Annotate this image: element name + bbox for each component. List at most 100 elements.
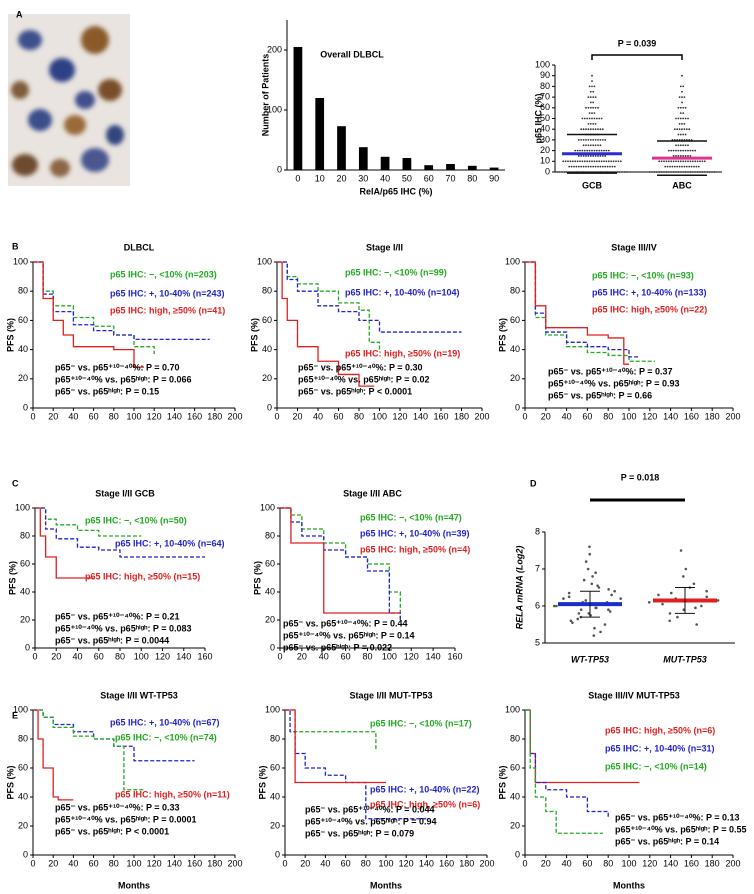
dot <box>601 155 604 157</box>
legend-entry: p65 IHC: high, ≥50% (n=4) <box>360 544 470 554</box>
dot <box>694 160 697 163</box>
dot <box>684 171 687 173</box>
survival-curve <box>35 507 205 558</box>
dot-row <box>587 122 597 125</box>
x-tick-label: 40 <box>319 651 329 661</box>
x-tick-label: 40 <box>320 858 330 868</box>
survival-curve <box>525 261 655 362</box>
x-axis-label: Months <box>613 880 645 890</box>
x-tick-label: 90 <box>489 173 499 183</box>
x-tick-label: 160 <box>197 651 212 661</box>
x-tick-label: 200 <box>725 858 740 868</box>
dot <box>588 85 591 88</box>
dot <box>691 160 694 163</box>
x-tick-label: 200 <box>227 858 242 868</box>
dot <box>588 117 591 120</box>
dot <box>589 139 592 141</box>
dot <box>673 128 676 131</box>
dot <box>589 165 592 168</box>
y-tick-label: 80 <box>510 286 520 296</box>
dot <box>586 117 589 120</box>
dot <box>615 160 617 163</box>
dot <box>581 117 584 120</box>
dot-row <box>562 160 622 163</box>
dot <box>593 117 596 120</box>
annotation: p65⁻ vs. p65ʰⁱᵍʰ: P < 0.0001 <box>298 385 412 396</box>
dot <box>687 171 689 173</box>
y-tick-label: 40 <box>510 791 520 801</box>
y-tick-label: 40 <box>540 124 550 134</box>
dot <box>618 171 621 173</box>
dot <box>682 149 685 152</box>
dot <box>592 144 595 147</box>
annotation: p65⁻ vs. p65ʰⁱᵍʰ: P = 0.15 <box>55 385 159 396</box>
annotation: p65⁻ vs. p65ʰⁱᵍʰ: P = 0.66 <box>548 389 652 400</box>
dot-row <box>587 96 597 98</box>
dot <box>679 171 682 173</box>
dot <box>594 128 597 131</box>
dot <box>675 171 677 173</box>
dot <box>591 74 593 77</box>
x-tick-label: 60 <box>424 173 434 183</box>
dot <box>592 106 595 109</box>
bar <box>293 47 303 170</box>
x-tick-label: 160 <box>684 411 699 421</box>
x-tick-label: 60 <box>333 411 343 421</box>
y-tick-label: 40 <box>265 586 275 596</box>
y-tick-label: 0 <box>277 164 282 174</box>
dot <box>684 160 687 163</box>
dot <box>593 626 596 630</box>
dot <box>597 165 599 168</box>
dot-row <box>677 106 687 109</box>
dot <box>589 106 592 109</box>
y-tick-label: 60 <box>510 762 520 772</box>
survival-curve <box>525 709 603 834</box>
dot <box>697 165 700 168</box>
x-tick-label: 60 <box>582 858 592 868</box>
dot <box>689 149 692 152</box>
dot <box>592 96 595 98</box>
dot <box>682 608 686 611</box>
y-tick-label: 80 <box>20 530 30 540</box>
panel-label: E <box>12 710 18 720</box>
x-tick-label: 160 <box>187 411 202 421</box>
y-axis-label: PFS (%) <box>7 561 17 595</box>
y-tick-label: 8 <box>535 526 540 536</box>
dot <box>576 149 579 152</box>
dot <box>675 149 677 152</box>
annotation: p65⁺¹⁰⁻⁴⁰% vs. p65ʰⁱᵍʰ: P = 0.083 <box>55 622 192 633</box>
dot <box>598 117 601 120</box>
x-tick-label: 180 <box>459 858 474 868</box>
dot <box>690 165 693 168</box>
dot-row <box>679 112 685 115</box>
dot <box>589 96 592 98</box>
y-axis-label: PFS (%) <box>5 318 15 352</box>
dot-row <box>658 160 706 163</box>
x-tick-label: 60 <box>89 858 99 868</box>
dot <box>599 155 602 157</box>
dot <box>607 608 610 611</box>
dot <box>561 171 563 173</box>
dot <box>592 90 595 93</box>
dot <box>653 171 656 173</box>
x-tick-label: 80 <box>354 411 364 421</box>
dot <box>703 160 706 163</box>
dot <box>585 139 587 141</box>
dot-row <box>664 165 700 168</box>
dot <box>706 171 709 173</box>
dot <box>585 144 587 147</box>
dot <box>577 139 580 141</box>
y-tick-label: 0 <box>23 402 28 412</box>
dot <box>678 165 681 168</box>
dot <box>677 144 680 147</box>
dot <box>685 128 688 131</box>
y-tick-label: 80 <box>18 286 28 296</box>
dot <box>693 165 695 168</box>
dot <box>672 171 675 173</box>
y-tick-label: 7 <box>535 563 540 573</box>
dot <box>688 165 691 168</box>
annotation: p65⁻ vs. p65⁺¹⁰⁻⁴⁰%: P = 0.37 <box>548 366 673 376</box>
dot-row <box>585 106 599 109</box>
dot <box>708 171 711 173</box>
dot <box>592 101 595 104</box>
